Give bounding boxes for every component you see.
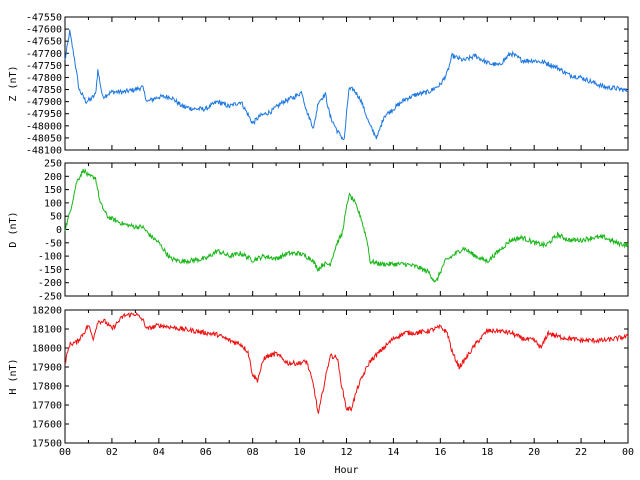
- panel-1: -47550-47600-47650-47700-47750-47800-478…: [8, 13, 629, 157]
- y-axis-label: D (nT): [8, 211, 19, 247]
- series-line-d-nt: [64, 167, 629, 283]
- y-tick-label: -50: [44, 238, 62, 249]
- y-tick-label: 17800: [32, 382, 62, 393]
- y-tick-label: -47550: [26, 13, 62, 24]
- y-tick-label: -47900: [26, 97, 62, 108]
- x-tick-label: 08: [247, 447, 259, 458]
- y-tick-label: 18100: [32, 325, 62, 336]
- plot-frame: [64, 162, 629, 297]
- plot-frame: [64, 16, 629, 151]
- panel-3: 18200 18100 18000 17900 17800 17700 17600 17500…: [8, 306, 634, 477]
- y-tick-label: -100: [38, 252, 62, 263]
- panel-2: 250 200 150 100 50 0 -50 -100 -150 -200 -250 D (nT): [8, 159, 629, 303]
- x-tick-label: 02: [106, 447, 118, 458]
- y-tick-label: -48000: [26, 121, 62, 132]
- x-axis-label: Hour: [334, 465, 358, 476]
- y-tick-label: -150: [38, 265, 62, 276]
- y-tick-label: 50: [50, 212, 62, 223]
- y-tick-label: 150: [44, 185, 62, 196]
- y-tick-label: 200: [44, 172, 62, 183]
- y-tick-label: -47750: [26, 61, 62, 72]
- y-tick-label: 17500: [32, 439, 62, 450]
- y-tick-label: 18200: [32, 306, 62, 317]
- y-axis-label: Z (nT): [8, 65, 19, 101]
- y-tick-label: -47700: [26, 49, 62, 60]
- y-tick-label: -250: [38, 292, 62, 303]
- y-tick-label: -47650: [26, 37, 62, 48]
- x-tick-label: 10: [294, 447, 306, 458]
- y-tick-label: -47850: [26, 85, 62, 96]
- y-tick-label: -48100: [26, 146, 62, 157]
- x-tick-label: 14: [387, 447, 399, 458]
- series-line-h-nt: [64, 311, 629, 414]
- y-tick-label: 17700: [32, 401, 62, 412]
- y-tick-label: -200: [38, 278, 62, 289]
- plot-frame: [64, 309, 629, 444]
- y-tick-label: -48050: [26, 133, 62, 144]
- y-tick-label: -47950: [26, 109, 62, 120]
- y-tick-label: 250: [44, 159, 62, 170]
- y-tick-label: -47800: [26, 73, 62, 84]
- x-tick-label: 20: [528, 447, 540, 458]
- y-tick-label: 100: [44, 198, 62, 209]
- x-tick-label: 12: [340, 447, 352, 458]
- y-tick-label: 17900: [32, 363, 62, 374]
- x-tick-label: 00: [622, 447, 634, 458]
- x-tick-label: 22: [575, 447, 587, 458]
- y-tick-label: 17600: [32, 420, 62, 431]
- y-tick-label: -47600: [26, 25, 62, 36]
- x-tick-label: 06: [200, 447, 212, 458]
- x-tick-label: 04: [153, 447, 165, 458]
- x-tick-label: 00: [59, 447, 71, 458]
- y-tick-label: 18000: [32, 344, 62, 355]
- y-tick-label: 0: [56, 225, 62, 236]
- x-tick-label: 16: [434, 447, 446, 458]
- x-tick-label: 18: [481, 447, 493, 458]
- series-line-z-nt: [64, 29, 629, 141]
- y-axis-label: H (nT): [8, 358, 19, 394]
